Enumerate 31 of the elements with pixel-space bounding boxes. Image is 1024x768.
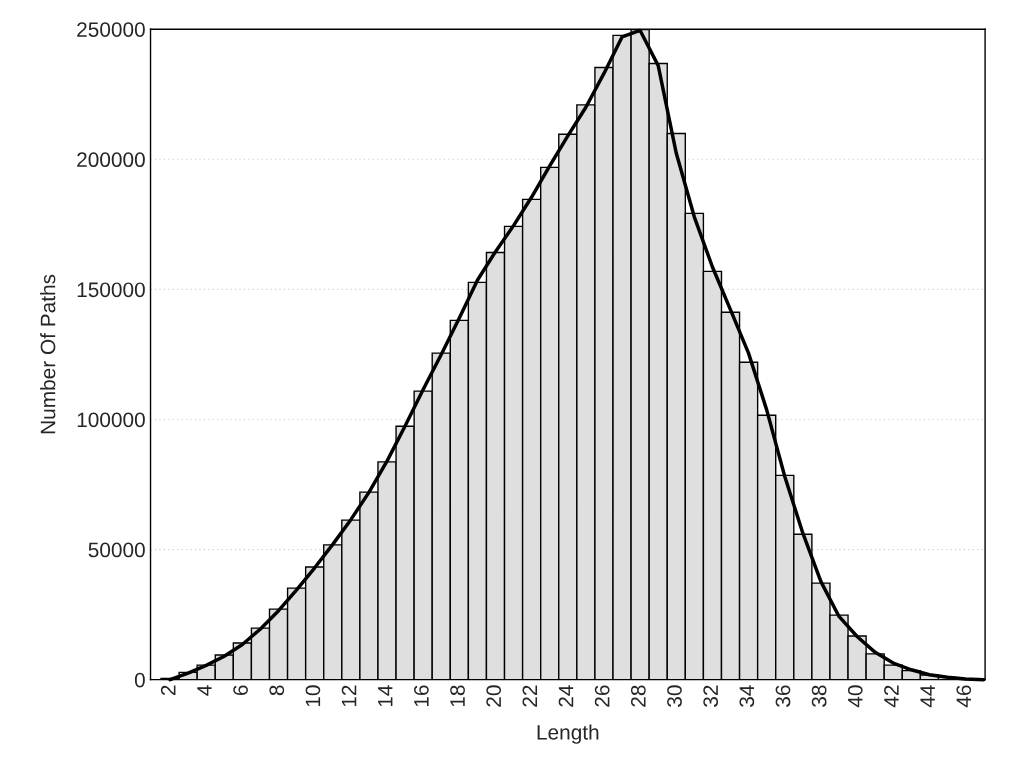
- x-tick-label: 36: [775, 685, 791, 707]
- x-axis-title: Length: [537, 724, 599, 744]
- x-tick-label: 22: [522, 685, 538, 707]
- y-tick-label: 0: [134, 672, 145, 688]
- x-tick-label: 8: [269, 685, 285, 696]
- x-tick-label: 12: [341, 685, 357, 707]
- y-tick-label: 150000: [77, 282, 145, 298]
- x-tick-label: 2: [160, 685, 176, 696]
- x-tick-label: 38: [811, 685, 827, 707]
- x-tick-label: 16: [414, 685, 429, 707]
- x-tick-label: 46: [956, 685, 972, 708]
- x-tick-label: 4: [197, 685, 212, 696]
- x-tick-label: 14: [378, 685, 393, 707]
- x-tick-label: 30: [667, 685, 682, 707]
- x-tick-label: 24: [558, 685, 574, 707]
- y-axis-title: Number Of Paths: [40, 274, 56, 434]
- x-tick-label: 18: [450, 685, 465, 707]
- y-tick-label: 50000: [88, 542, 145, 558]
- x-tick-label: 42: [884, 685, 899, 708]
- x-tick-label: 44: [920, 685, 935, 708]
- y-tick-label: 250000: [77, 22, 145, 37]
- x-tick-label: 28: [630, 685, 646, 707]
- x-tick-label: 20: [486, 685, 502, 707]
- x-tick-label: 32: [703, 685, 719, 707]
- y-tick-label: 100000: [77, 412, 145, 428]
- x-tick-label: 34: [739, 685, 755, 707]
- x-tick-label: 6: [233, 685, 248, 696]
- x-tick-label: 40: [847, 685, 863, 708]
- x-tick-label: 26: [594, 685, 610, 707]
- x-tick-label: 10: [305, 685, 321, 707]
- y-tick-label: 200000: [77, 152, 145, 168]
